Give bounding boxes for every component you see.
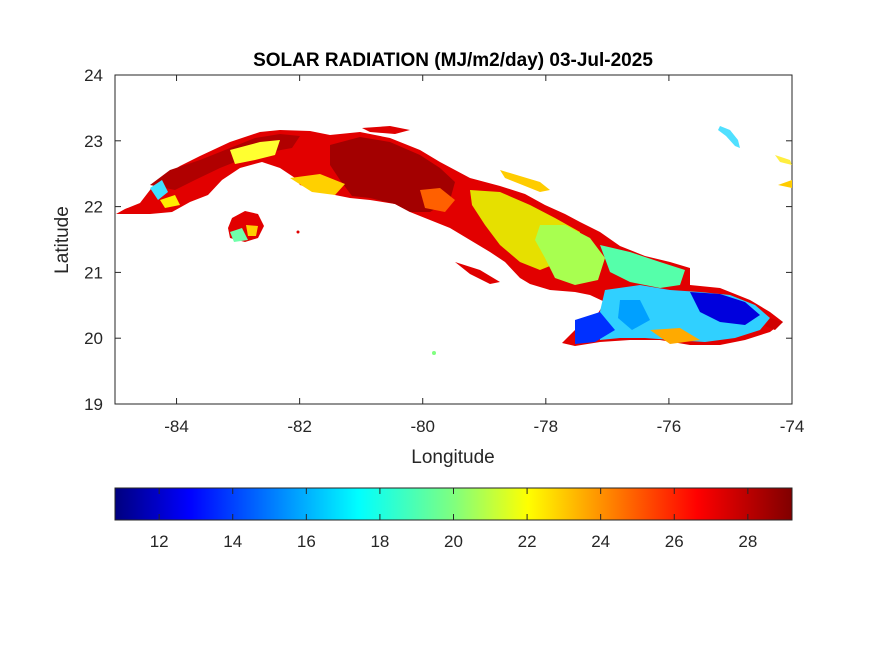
map-title: SOLAR RADIATION (MJ/m2/day) 03-Jul-2025 bbox=[253, 50, 653, 71]
y-axis-label: Latitude bbox=[52, 206, 73, 274]
colorbar-tick-label: 26 bbox=[665, 532, 684, 551]
x-axis-label: Longitude bbox=[411, 447, 494, 468]
y-axis: 24 23 22 21 20 19 bbox=[84, 66, 792, 414]
region-isla-juventud bbox=[228, 211, 264, 242]
colorbar-tick-label: 14 bbox=[223, 532, 242, 551]
colorbar-tick-label: 28 bbox=[738, 532, 757, 551]
y-tick-label: 19 bbox=[84, 395, 103, 414]
region-main-island bbox=[116, 130, 783, 346]
y-tick-label: 20 bbox=[84, 329, 103, 348]
colorbar-tick-label: 12 bbox=[150, 532, 169, 551]
x-tick-label: -82 bbox=[287, 417, 312, 436]
x-tick-label: -76 bbox=[657, 417, 682, 436]
plot-area bbox=[114, 74, 793, 405]
x-tick-label: -74 bbox=[780, 417, 805, 436]
y-tick-label: 21 bbox=[84, 263, 103, 282]
x-tick-label: -84 bbox=[164, 417, 189, 436]
colorbar-tick-label: 22 bbox=[518, 532, 537, 551]
x-tick-label: -78 bbox=[534, 417, 559, 436]
y-tick-label: 23 bbox=[84, 132, 103, 151]
x-axis: -84 -82 -80 -78 -76 -74 bbox=[164, 75, 804, 436]
colorbar-tick-label: 16 bbox=[297, 532, 316, 551]
colorbar-tick-label: 18 bbox=[370, 532, 389, 551]
colorbar-tick-label: 24 bbox=[591, 532, 610, 551]
colorbar-tick-label: 20 bbox=[444, 532, 463, 551]
x-tick-label: -80 bbox=[410, 417, 435, 436]
map-layer bbox=[116, 126, 792, 355]
y-tick-label: 24 bbox=[84, 66, 103, 85]
cays bbox=[296, 126, 792, 355]
colorbar-ticks: 12 14 16 18 20 22 24 26 28 bbox=[150, 488, 757, 551]
y-tick-label: 22 bbox=[84, 198, 103, 217]
